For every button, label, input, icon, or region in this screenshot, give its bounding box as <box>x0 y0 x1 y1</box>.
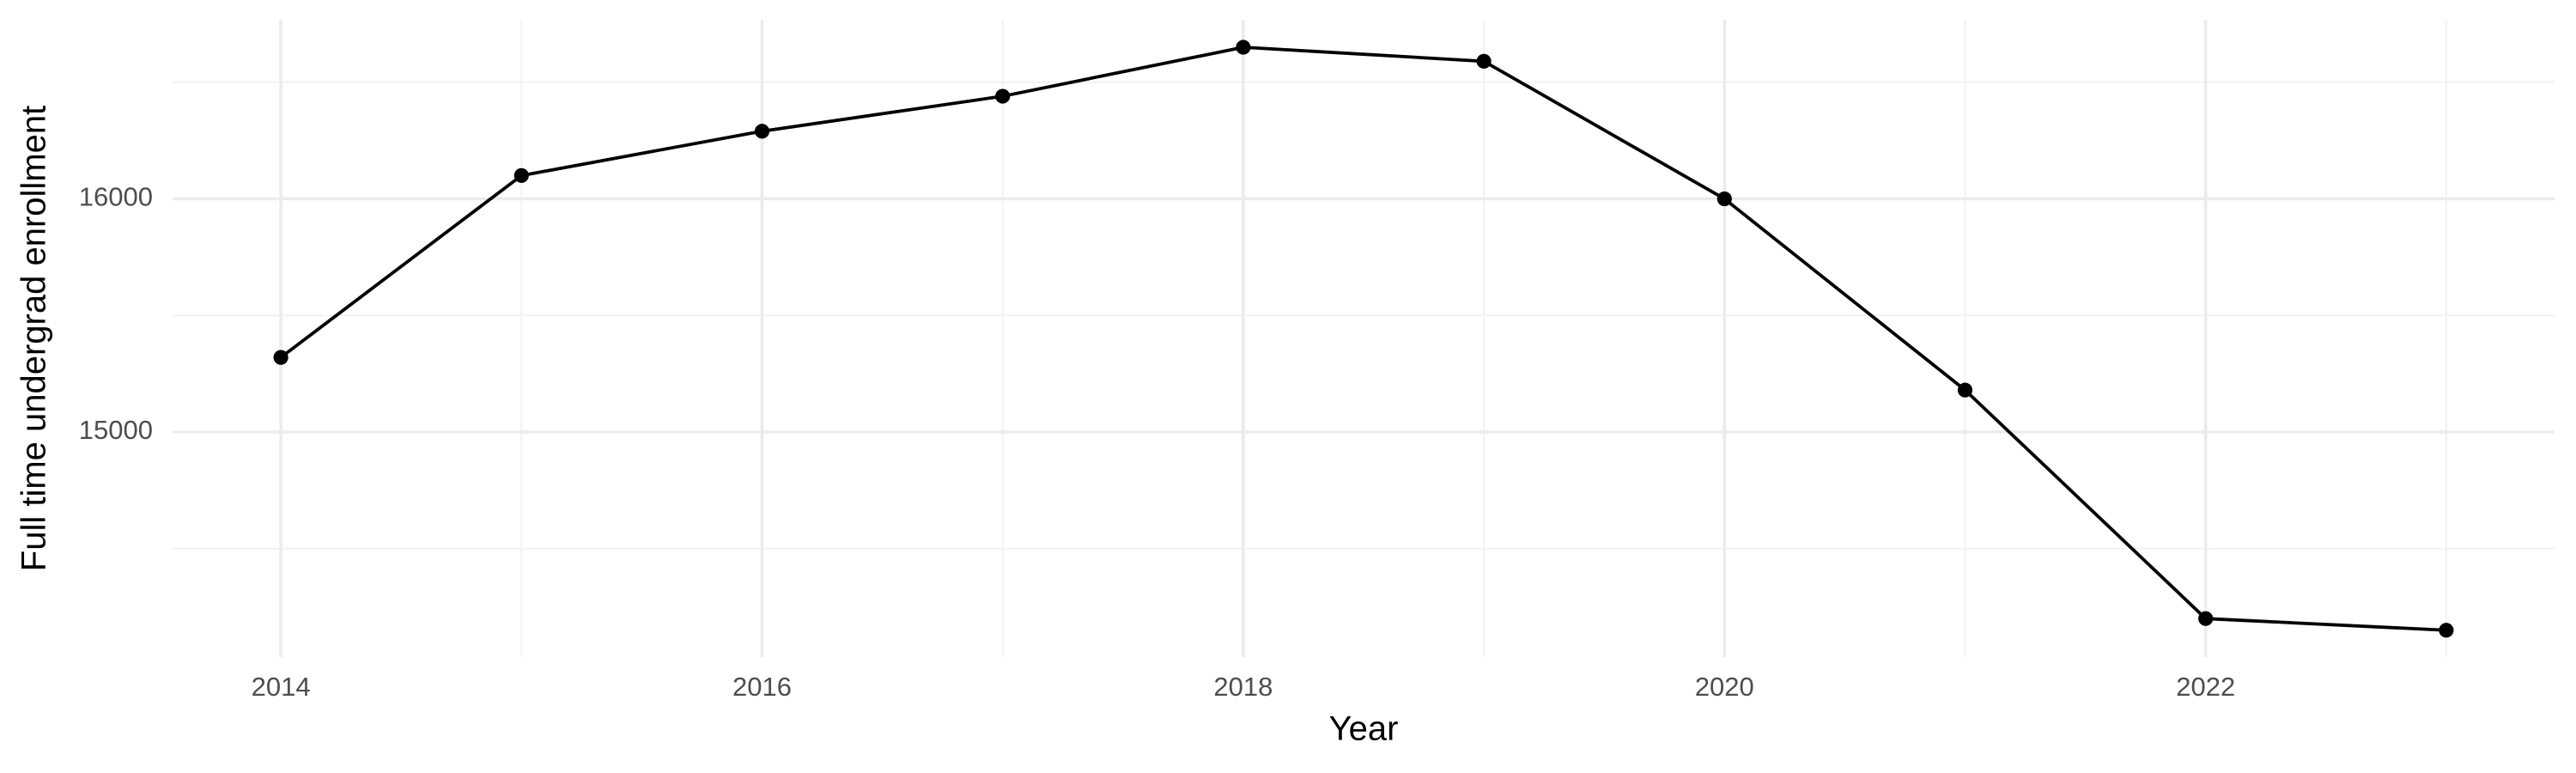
data-line <box>279 46 2447 632</box>
data-point <box>1957 382 1973 398</box>
data-point <box>2198 611 2214 626</box>
x-tick-label: 2022 <box>2176 672 2235 702</box>
x-axis-title: Year <box>1329 710 1399 748</box>
data-point <box>995 88 1011 104</box>
data-point <box>1236 40 1251 55</box>
data-point <box>513 167 529 183</box>
data-point <box>2439 623 2454 638</box>
x-tick-label: 2014 <box>252 672 311 702</box>
data-point <box>754 124 770 139</box>
y-tick-label: 15000 <box>79 415 153 445</box>
y-tick-label: 16000 <box>79 182 153 212</box>
data-point <box>1716 191 1732 207</box>
y-axis-title: Full time undergrad enrollment <box>15 106 53 571</box>
x-tick-label: 2020 <box>1695 672 1754 702</box>
data-point <box>273 350 289 365</box>
x-tick-label: 2016 <box>732 672 792 702</box>
x-tick-label: 2018 <box>1213 672 1273 702</box>
data-point <box>1476 53 1492 69</box>
